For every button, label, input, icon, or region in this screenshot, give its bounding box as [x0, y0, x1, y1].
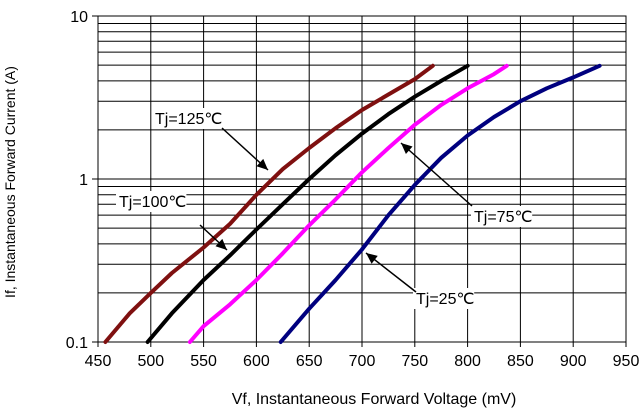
annotation-backdrop	[116, 191, 187, 212]
x-tick-label: 450	[85, 353, 112, 370]
annotation-arrowhead	[215, 238, 227, 250]
x-tick-label: 800	[454, 353, 481, 370]
annotation-label-1: Tj=125℃	[155, 111, 222, 128]
x-tick-label: 950	[613, 353, 640, 370]
annotation-arrow-line	[400, 142, 473, 207]
annotation-backdrop	[471, 206, 533, 227]
annotation-label-4: Tj=25℃	[416, 291, 474, 308]
annotation-backdrop	[152, 108, 223, 129]
series-line-4	[278, 63, 602, 344]
x-tick-label: 700	[349, 353, 376, 370]
annotation-backdrop	[413, 288, 475, 309]
x-tick-label: 900	[560, 353, 587, 370]
series-line-3	[187, 63, 509, 344]
x-tick-label: 750	[401, 353, 428, 370]
annotation-arrowhead	[401, 143, 413, 155]
x-tick-label: 500	[137, 353, 164, 370]
x-tick-label: 650	[296, 353, 323, 370]
grid-layer	[97, 15, 627, 343]
y-tick-label: 0.1	[66, 335, 88, 352]
x-axis-title: Vf, Instantaneous Forward Voltage (mV)	[232, 391, 517, 408]
annotation-label-3: Tj=75℃	[474, 209, 532, 226]
annotation-arrowhead	[366, 253, 378, 264]
y-tick-label: 1	[79, 172, 88, 189]
annotation-layer: Tj=125℃ Tj=100℃ Tj=75℃ Tj=25℃	[116, 108, 532, 309]
series-line-2	[145, 63, 470, 344]
series-layer	[103, 63, 602, 344]
x-tick-label: 600	[243, 353, 270, 370]
x-tick-label: 850	[507, 353, 534, 370]
y-axis-title: If, Instantaneous Forward Current (A)	[2, 66, 18, 298]
axis-layer: 0.1 1 10 450 500 550 600 650 700 750 800 850 900 950	[66, 9, 640, 370]
x-tick-label: 550	[190, 353, 217, 370]
y-tick-label: 10	[70, 9, 88, 26]
series-line-1	[103, 63, 435, 344]
annotation-arrowhead	[256, 158, 268, 170]
annotation-label-2: Tj=100℃	[119, 194, 186, 211]
